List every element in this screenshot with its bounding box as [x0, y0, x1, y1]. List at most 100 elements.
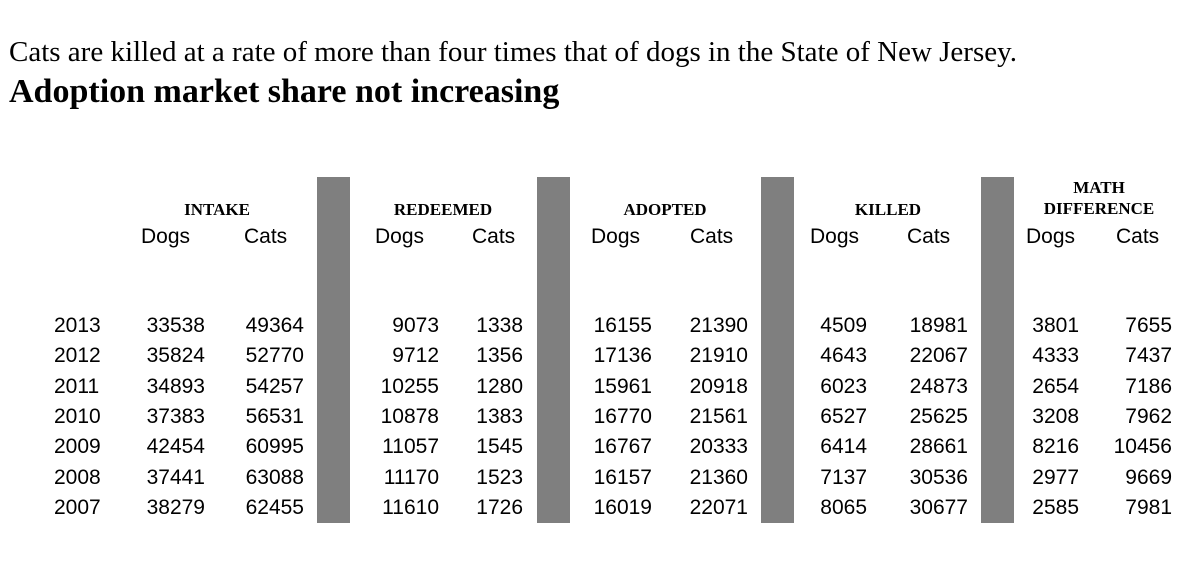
cell-intake-dogs: 38279	[146, 495, 205, 519]
cell-killed-dogs: 6023	[820, 374, 867, 398]
cell-redeemed-dogs: 10255	[380, 374, 439, 398]
cell-killed-dogs: 6527	[820, 404, 867, 428]
cell-adopted-dogs: 16155	[593, 314, 652, 337]
column-header-killed-cats: Cats	[907, 225, 951, 248]
cell-redeemed-cats: 1726	[476, 495, 523, 519]
cell-adopted-dogs: 16767	[593, 435, 652, 459]
column-header-killed-dogs: Dogs	[810, 225, 860, 248]
cell-math-difference-cats: 7981	[1125, 495, 1172, 519]
cell-killed-cats: 30677	[909, 495, 968, 519]
column-header-intake-dogs: Dogs	[141, 225, 191, 248]
cell-killed-cats: 25625	[909, 404, 968, 428]
cell-intake-cats: 63088	[245, 465, 304, 489]
page-subtitle: Cats are killed at a rate of more than f…	[9, 36, 1017, 68]
separator-bar	[981, 177, 1014, 523]
cell-adopted-dogs: 16019	[593, 495, 652, 519]
cell-math-difference-cats: 7437	[1125, 344, 1172, 368]
cell-math-difference-dogs: 8216	[1032, 435, 1079, 459]
cell-redeemed-cats: 1383	[476, 404, 523, 428]
cell-adopted-dogs: 17136	[593, 344, 652, 368]
column-header-intake-cats: Cats	[244, 225, 288, 248]
cell-redeemed-dogs: 11170	[383, 465, 439, 489]
column-header-adopted-dogs: Dogs	[591, 225, 641, 248]
cell-intake-dogs: 42454	[146, 435, 205, 459]
cell-redeemed-dogs: 11057	[382, 435, 439, 459]
page-title: Adoption market share not increasing	[9, 73, 560, 110]
cell-math-difference-dogs: 3208	[1032, 404, 1079, 428]
cell-intake-cats: 56531	[245, 404, 304, 428]
cell-killed-cats: 22067	[909, 344, 968, 368]
cell-intake-dogs: 33538	[146, 314, 205, 337]
cell-intake-dogs: 34893	[146, 374, 205, 398]
cell-intake-cats: 62455	[245, 495, 304, 519]
cell-killed-dogs: 8065	[820, 495, 867, 519]
cell-killed-cats: 18981	[909, 314, 968, 337]
year-label: 2013	[54, 314, 101, 337]
cell-adopted-dogs: 16157	[593, 465, 652, 489]
cell-math-difference-cats: 9669	[1125, 465, 1172, 489]
cell-redeemed-cats: 1280	[476, 374, 523, 398]
cell-killed-dogs: 4643	[820, 344, 867, 368]
cell-redeemed-cats: 1338	[476, 314, 523, 337]
separator-bar	[317, 177, 350, 523]
column-header-math-difference-cats: Cats	[1116, 225, 1160, 248]
cell-redeemed-cats: 1523	[476, 465, 523, 489]
cell-intake-dogs: 35824	[146, 344, 205, 368]
cell-killed-cats: 30536	[909, 465, 968, 489]
cell-adopted-cats: 21390	[689, 314, 748, 337]
cell-intake-cats: 54257	[245, 374, 304, 398]
year-label: 2008	[54, 465, 101, 489]
year-label: 2011	[54, 374, 100, 398]
cell-adopted-dogs: 16770	[593, 404, 652, 428]
separator-bar	[537, 177, 570, 523]
cell-redeemed-dogs: 9073	[392, 314, 439, 337]
year-label: 2009	[54, 435, 101, 459]
group-header-line: DIFFERENCE	[1043, 199, 1155, 218]
cell-math-difference-cats: 10456	[1113, 435, 1172, 459]
cell-intake-dogs: 37441	[146, 465, 205, 489]
cell-killed-dogs: 4509	[820, 314, 867, 337]
cell-math-difference-dogs: 4333	[1032, 344, 1079, 368]
cell-math-difference-cats: 7962	[1125, 404, 1172, 428]
cell-killed-cats: 28661	[909, 435, 968, 459]
cell-intake-cats: 52770	[245, 344, 304, 368]
group-header-math-difference: MATH DIFFERENCE	[999, 177, 1199, 219]
column-header-math-difference-dogs: Dogs	[1026, 225, 1076, 248]
cell-adopted-cats: 21360	[689, 465, 748, 489]
cell-math-difference-cats: 7655	[1125, 314, 1172, 337]
group-header-adopted: ADOPTED	[623, 200, 707, 219]
cell-killed-cats: 24873	[909, 374, 968, 398]
cell-killed-dogs: 7137	[820, 465, 867, 489]
group-header-intake: INTAKE	[184, 200, 250, 219]
year-label: 2007	[54, 495, 101, 519]
year-label: 2012	[54, 344, 101, 368]
cell-adopted-cats: 20333	[689, 435, 748, 459]
cell-adopted-cats: 21910	[689, 344, 748, 368]
cell-math-difference-dogs: 2585	[1032, 495, 1079, 519]
cell-killed-dogs: 6414	[820, 435, 867, 459]
group-header-killed: KILLED	[854, 200, 922, 219]
cell-redeemed-dogs: 11610	[382, 495, 439, 519]
cell-intake-cats: 49364	[245, 314, 304, 337]
column-header-adopted-cats: Cats	[690, 225, 734, 248]
cell-intake-dogs: 37383	[146, 404, 205, 428]
cell-adopted-cats: 20918	[689, 374, 748, 398]
cell-math-difference-cats: 7186	[1125, 374, 1172, 398]
cell-math-difference-dogs: 2977	[1032, 465, 1079, 489]
column-header-redeemed-cats: Cats	[472, 225, 516, 248]
cell-math-difference-dogs: 2654	[1032, 374, 1079, 398]
cell-adopted-cats: 22071	[689, 495, 748, 519]
year-label: 2010	[54, 404, 101, 428]
cell-redeemed-cats: 1356	[476, 344, 523, 368]
cell-redeemed-dogs: 10878	[380, 404, 439, 428]
cell-adopted-dogs: 15961	[593, 374, 652, 398]
cell-math-difference-dogs: 3801	[1032, 314, 1079, 337]
cell-redeemed-dogs: 9712	[392, 344, 439, 368]
group-header-line: MATH	[1073, 178, 1125, 197]
separator-bar	[761, 177, 794, 523]
column-header-redeemed-dogs: Dogs	[375, 225, 425, 248]
cell-adopted-cats: 21561	[689, 404, 748, 428]
group-header-redeemed: REDEEMED	[393, 200, 493, 219]
cell-intake-cats: 60995	[245, 435, 304, 459]
cell-redeemed-cats: 1545	[476, 435, 523, 459]
